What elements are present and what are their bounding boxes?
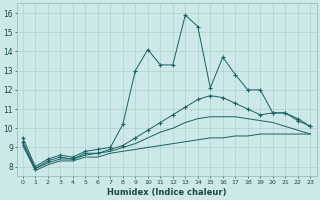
X-axis label: Humidex (Indice chaleur): Humidex (Indice chaleur) (107, 188, 226, 197)
